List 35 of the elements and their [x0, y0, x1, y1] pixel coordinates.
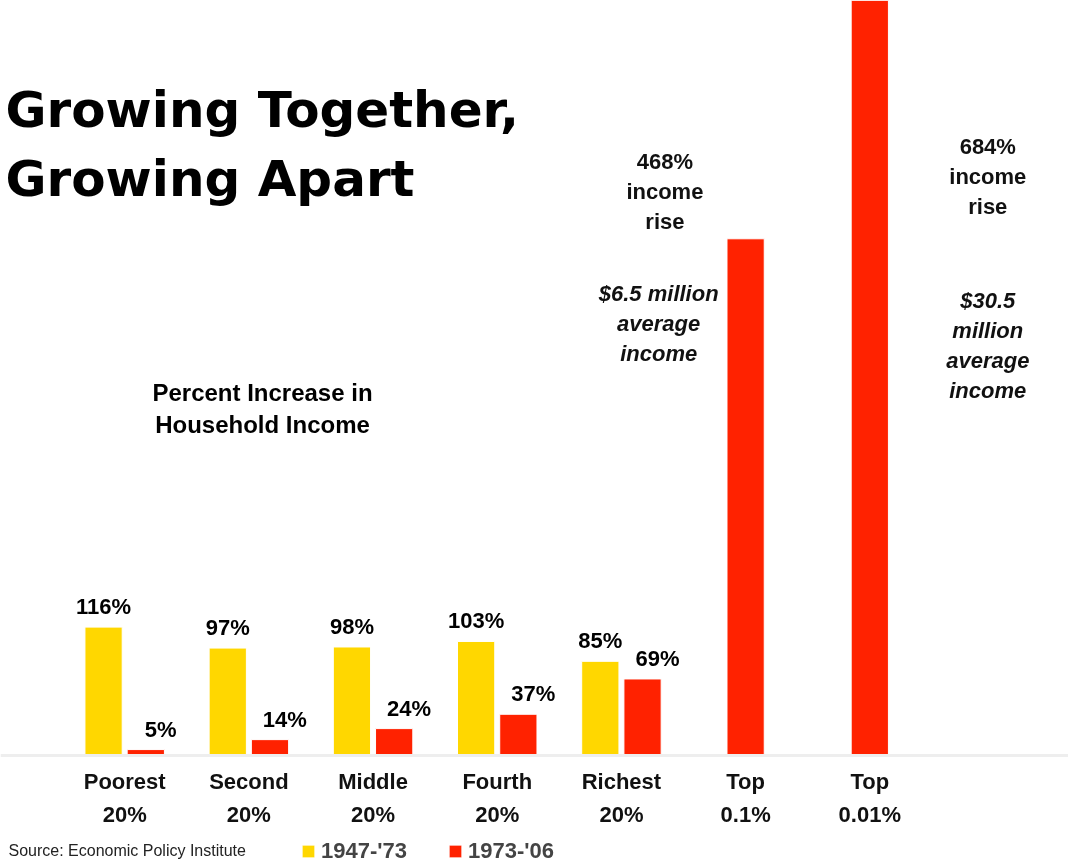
x-tick-label: Middle 20%	[338, 769, 408, 827]
data-label: 24%	[387, 695, 432, 721]
text: 684% income rise	[949, 133, 1027, 219]
text: $30.5 million average income	[946, 287, 1030, 403]
text: Percent Increase in Household Income	[152, 378, 373, 438]
legend-label: 1947-'73	[321, 838, 407, 864]
x-tick-label: Poorest 20%	[83, 769, 167, 827]
x-tick-label: Second 20%	[209, 769, 289, 827]
data-label: 69%	[635, 645, 680, 671]
bar	[208, 647, 247, 756]
data-label: 37%	[511, 681, 556, 707]
bar	[581, 660, 620, 756]
bar	[84, 626, 123, 756]
legend-label: 1973-'06	[467, 838, 554, 864]
bar	[623, 678, 662, 756]
data-label: 116%	[76, 594, 132, 620]
data-label: 97%	[205, 615, 250, 641]
annotation: $6.5 million average income	[597, 280, 719, 366]
data-label: 14%	[262, 706, 307, 732]
annotation: 468% income rise	[626, 148, 704, 234]
text: Growing Together, Growing Apart	[5, 80, 519, 209]
bar	[457, 640, 496, 756]
x-tick-label: Top 0.1%	[720, 769, 771, 827]
data-label: 85%	[578, 628, 623, 654]
data-label: 5%	[144, 716, 177, 742]
x-tick-label: Fourth 20%	[462, 769, 533, 827]
data-label: 98%	[329, 613, 374, 639]
bar	[332, 646, 372, 756]
source-note: Source: Economic Policy Institute	[8, 841, 247, 859]
bar	[250, 739, 290, 756]
bar	[499, 713, 538, 756]
x-tick-label: Top 0.01%	[838, 769, 901, 827]
x-tick-label: Richest 20%	[581, 769, 662, 827]
data-label: 103%	[448, 608, 505, 634]
bar	[375, 728, 414, 756]
